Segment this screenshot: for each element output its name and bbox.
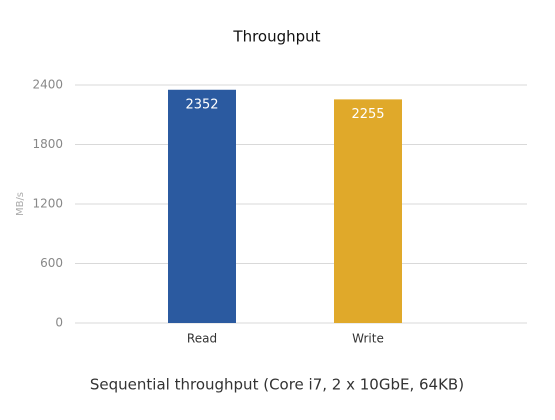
x-tick-label: Write [352,332,384,346]
y-axis-label: MB/s [15,192,26,216]
bar [168,89,236,323]
y-tick-label: 1200 [32,197,63,211]
data-label: 2255 [351,107,384,122]
y-tick-label: 1800 [32,137,63,151]
bar [334,99,402,323]
y-tick-label: 2400 [32,78,63,92]
y-tick-label: 600 [40,256,63,270]
chart-title: Throughput [232,28,320,46]
y-tick-label: 0 [55,316,63,330]
data-label: 2352 [185,97,218,112]
x-axis-label: Sequential throughput (Core i7, 2 x 10Gb… [90,376,464,394]
x-tick-label: Read [187,332,217,346]
